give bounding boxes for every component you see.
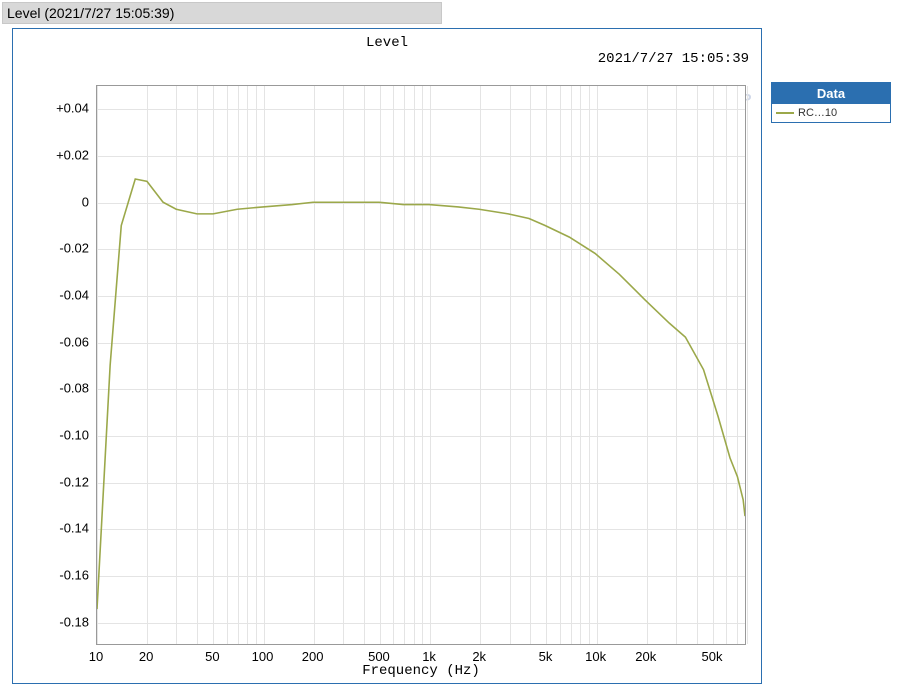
y-tick-label: 0 — [29, 194, 89, 209]
grid-line-h — [97, 436, 745, 437]
grid-line-v — [227, 86, 228, 644]
grid-line-v — [597, 86, 598, 644]
grid-line-h — [97, 343, 745, 344]
x-axis-title: Frequency (Hz) — [362, 663, 480, 679]
grid-line-v — [697, 86, 698, 644]
grid-line-v — [530, 86, 531, 644]
grid-line-v — [726, 86, 727, 644]
grid-line-v — [238, 86, 239, 644]
grid-line-v — [264, 86, 265, 644]
grid-line-v — [589, 86, 590, 644]
plot-area — [96, 85, 746, 645]
grid-line-v — [430, 86, 431, 644]
grid-line-v — [546, 86, 547, 644]
grid-line-h — [97, 389, 745, 390]
app-root: Level (2021/7/27 15:05:39) Level 2021/7/… — [0, 0, 901, 696]
series-layer — [97, 86, 745, 644]
grid-line-v — [213, 86, 214, 644]
x-tick-label: 1k — [422, 649, 436, 664]
x-tick-label: 200 — [302, 649, 324, 664]
x-tick-label: 10k — [585, 649, 606, 664]
x-tick-label: 500 — [368, 649, 390, 664]
y-tick-label: -0.12 — [29, 474, 89, 489]
legend-header: Data — [772, 83, 890, 104]
grid-line-v — [414, 86, 415, 644]
grid-line-v — [97, 86, 98, 644]
y-tick-label: -0.10 — [29, 428, 89, 443]
x-tick-label: 100 — [252, 649, 274, 664]
x-tick-label: 5k — [539, 649, 553, 664]
grid-line-v — [256, 86, 257, 644]
legend-item-label: RC…10 — [798, 107, 837, 119]
grid-line-h — [97, 296, 745, 297]
grid-line-v — [422, 86, 423, 644]
grid-line-h — [97, 576, 745, 577]
y-tick-label: -0.14 — [29, 521, 89, 536]
grid-line-h — [97, 203, 745, 204]
window-title-bar: Level (2021/7/27 15:05:39) — [2, 2, 442, 24]
x-tick-label: 20 — [139, 649, 153, 664]
grid-line-v — [343, 86, 344, 644]
grid-line-v — [176, 86, 177, 644]
grid-line-v — [647, 86, 648, 644]
x-tick-label: 2k — [472, 649, 486, 664]
legend-swatch — [776, 112, 794, 114]
grid-line-v — [247, 86, 248, 644]
grid-line-h — [97, 623, 745, 624]
grid-line-v — [197, 86, 198, 644]
grid-line-h — [97, 109, 745, 110]
grid-line-v — [747, 86, 748, 644]
grid-line-v — [380, 86, 381, 644]
grid-line-v — [571, 86, 572, 644]
y-tick-label: +0.04 — [29, 101, 89, 116]
x-tick-label: 10 — [89, 649, 103, 664]
y-tick-label: +0.02 — [29, 148, 89, 163]
y-tick-label: -0.18 — [29, 614, 89, 629]
grid-line-v — [480, 86, 481, 644]
grid-line-v — [737, 86, 738, 644]
y-tick-label: -0.04 — [29, 288, 89, 303]
x-tick-label: 50k — [702, 649, 723, 664]
grid-line-v — [676, 86, 677, 644]
chart-title: Level — [366, 35, 408, 51]
grid-line-v — [404, 86, 405, 644]
grid-line-v — [147, 86, 148, 644]
chart-timestamp: 2021/7/27 15:05:39 — [598, 51, 749, 67]
chart-frame: Level 2021/7/27 15:05:39 AP Level (dBu) … — [12, 28, 762, 684]
y-tick-label: -0.02 — [29, 241, 89, 256]
y-tick-label: -0.06 — [29, 334, 89, 349]
y-tick-label: -0.16 — [29, 568, 89, 583]
grid-line-v — [314, 86, 315, 644]
legend: Data RC…10 — [771, 82, 891, 123]
grid-line-h — [97, 249, 745, 250]
x-tick-label: 20k — [635, 649, 656, 664]
grid-line-v — [364, 86, 365, 644]
grid-line-h — [97, 156, 745, 157]
grid-line-v — [510, 86, 511, 644]
grid-line-v — [580, 86, 581, 644]
grid-line-h — [97, 529, 745, 530]
grid-line-v — [393, 86, 394, 644]
y-tick-label: -0.08 — [29, 381, 89, 396]
grid-line-h — [97, 483, 745, 484]
grid-line-v — [713, 86, 714, 644]
series-line — [97, 179, 745, 609]
window-title-text: Level (2021/7/27 15:05:39) — [7, 5, 174, 21]
legend-item[interactable]: RC…10 — [772, 104, 890, 122]
x-tick-label: 50 — [205, 649, 219, 664]
grid-line-v — [560, 86, 561, 644]
